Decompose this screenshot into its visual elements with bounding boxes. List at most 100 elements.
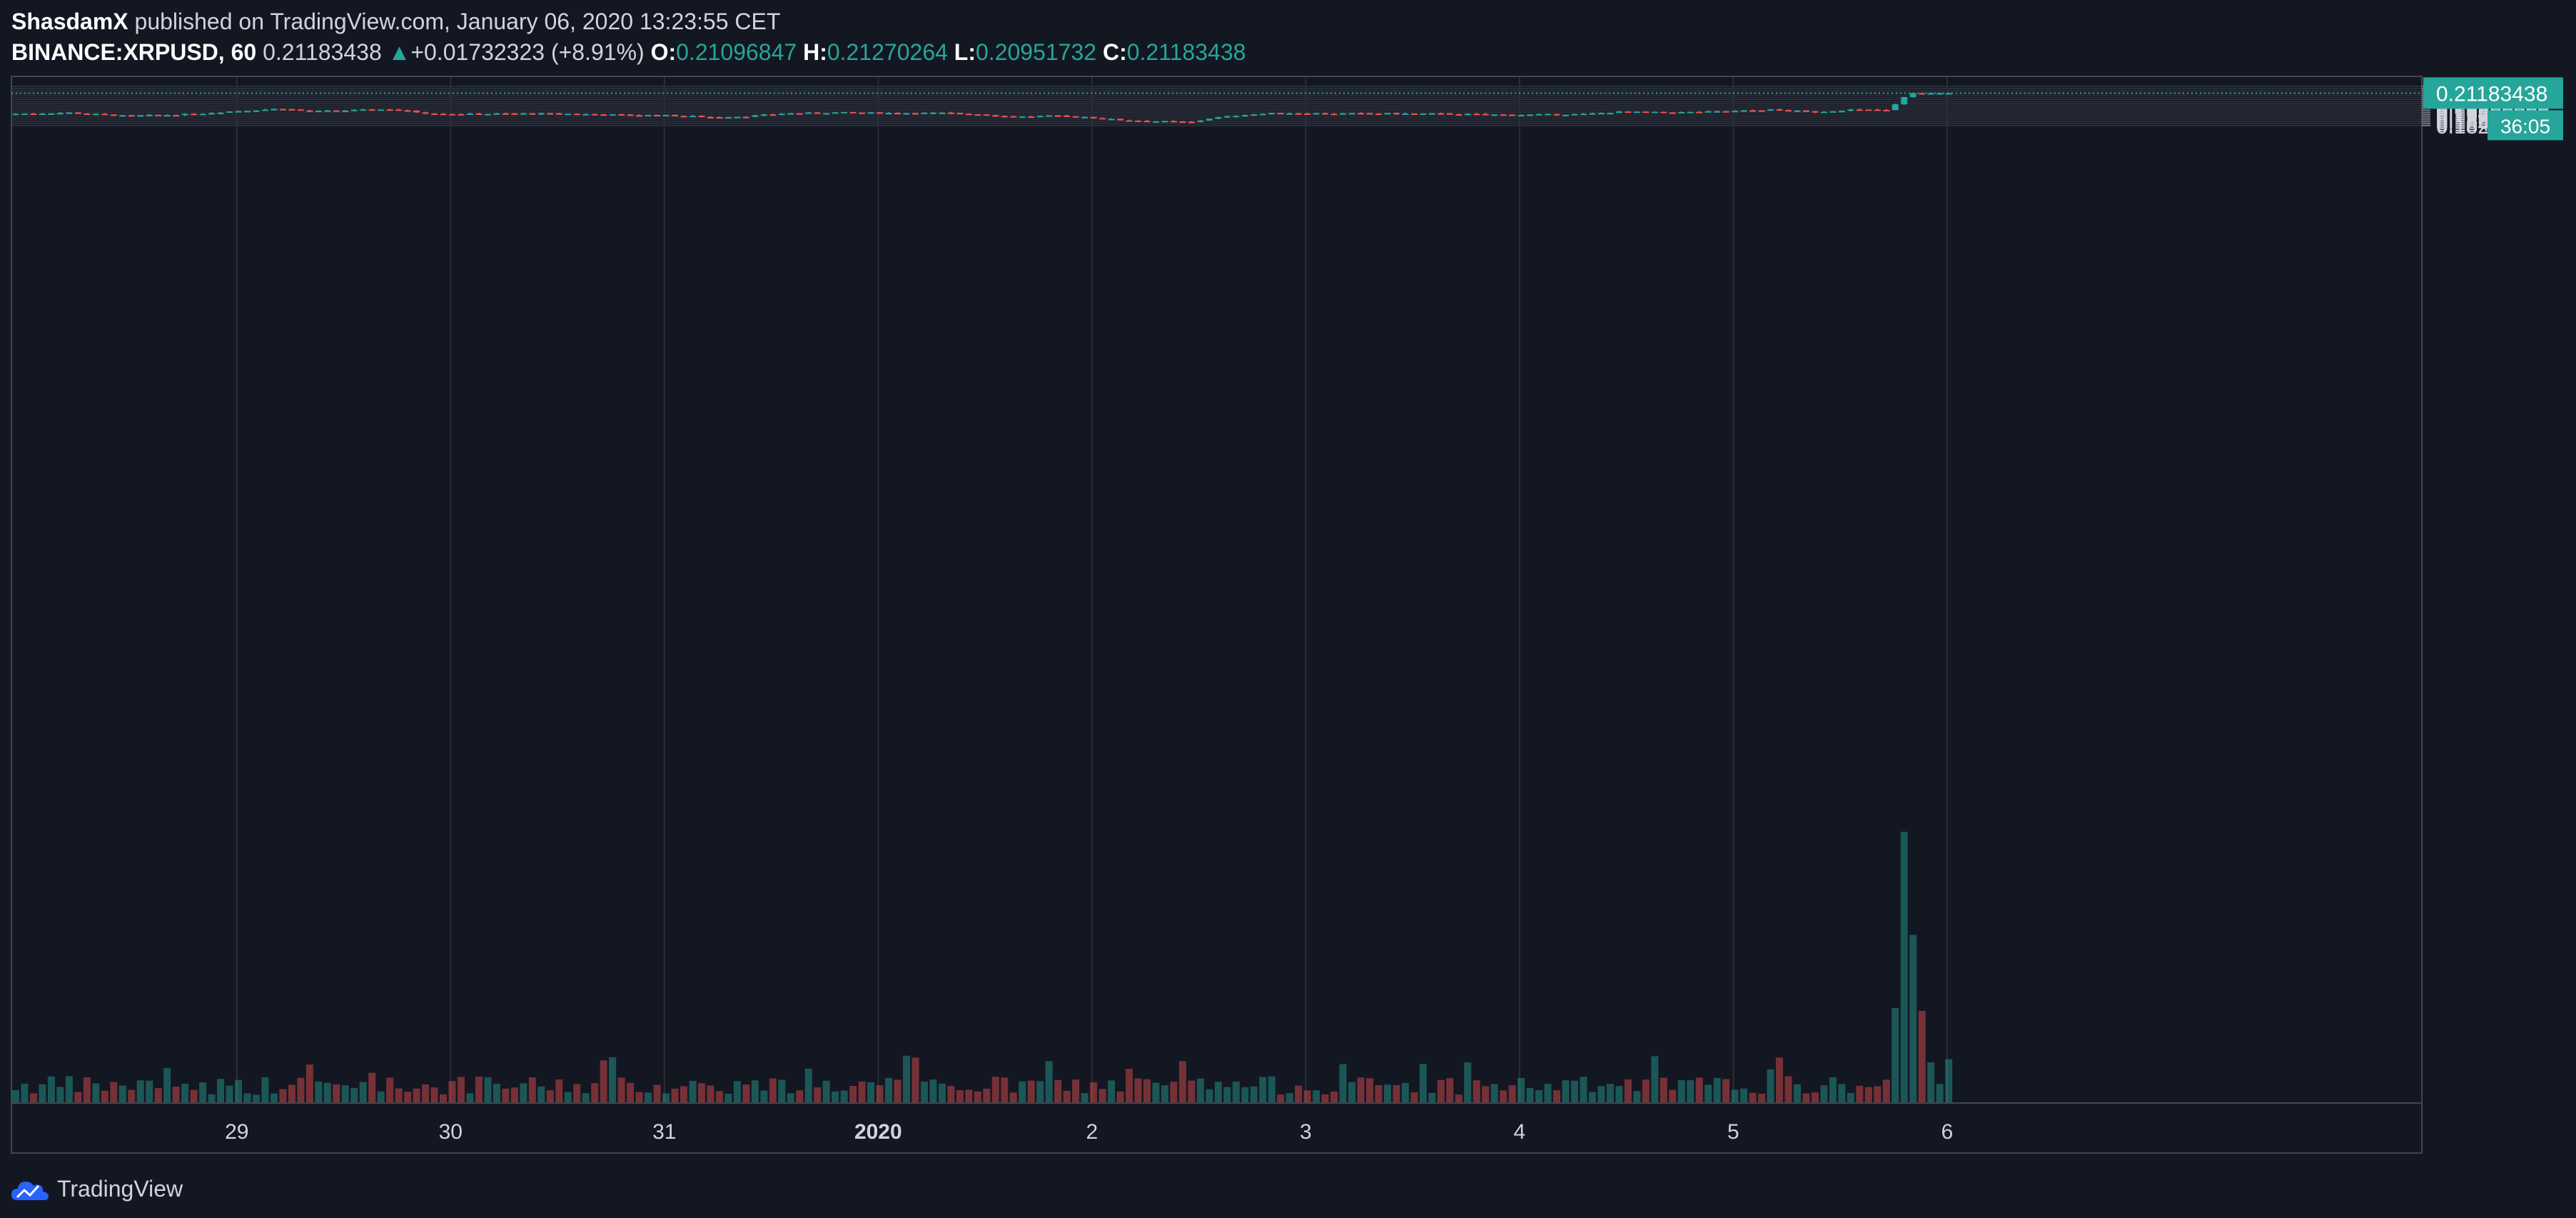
candle-body[interactable] [21, 114, 28, 116]
candle-body[interactable] [716, 117, 723, 119]
candle-body[interactable] [1108, 119, 1115, 121]
candle-body[interactable] [636, 115, 643, 117]
candle-body[interactable] [1134, 120, 1141, 122]
candle-body[interactable] [1633, 111, 1640, 114]
candle-body[interactable] [386, 109, 393, 111]
candle-body[interactable] [1919, 93, 1926, 95]
candle-body[interactable] [1366, 113, 1373, 115]
candle-body[interactable] [983, 114, 990, 116]
candle-body[interactable] [1500, 114, 1507, 116]
candle-body[interactable] [271, 109, 278, 111]
x-tick-label[interactable]: 2 [1086, 1120, 1098, 1144]
candle-body[interactable] [1170, 121, 1177, 123]
candle-body[interactable] [698, 116, 705, 118]
x-tick-label[interactable]: 5 [1727, 1120, 1739, 1144]
candle-body[interactable] [173, 115, 180, 117]
candle-body[interactable] [368, 109, 375, 111]
candle-body[interactable] [921, 112, 928, 114]
candle-body[interactable] [1535, 114, 1542, 116]
candle-body[interactable] [1642, 111, 1650, 114]
candle-body[interactable] [609, 114, 616, 116]
candle-body[interactable] [1446, 113, 1453, 115]
candle-body[interactable] [449, 114, 456, 116]
candle-body[interactable] [128, 115, 135, 117]
candle-body[interactable] [208, 113, 216, 115]
candle-body[interactable] [1740, 110, 1747, 112]
candle-body[interactable] [306, 110, 313, 112]
candle-body[interactable] [1901, 96, 1908, 105]
candle-body[interactable] [1340, 113, 1347, 115]
candle-body[interactable] [823, 113, 830, 115]
candle-body[interactable] [1812, 111, 1819, 113]
candle-body[interactable] [1473, 114, 1480, 116]
candle-body[interactable] [1286, 113, 1293, 115]
candle-body[interactable] [627, 114, 634, 116]
candle-body[interactable] [1233, 116, 1240, 118]
candle-body[interactable] [885, 113, 892, 115]
candle-body[interactable] [1010, 116, 1017, 118]
candle-body[interactable] [1322, 113, 1329, 115]
candle-body[interactable] [1143, 121, 1151, 123]
candle-body[interactable] [1251, 114, 1258, 116]
candle-body[interactable] [1019, 116, 1026, 119]
candle-body[interactable] [484, 114, 491, 116]
candle-body[interactable] [742, 116, 749, 119]
candle-body[interactable] [1945, 93, 1952, 95]
candle-body[interactable] [1678, 111, 1685, 114]
candle-body[interactable] [929, 112, 936, 114]
candle-body[interactable] [324, 110, 331, 112]
candle-body[interactable] [1562, 114, 1570, 116]
candle-body[interactable] [66, 112, 73, 114]
candle-body[interactable] [1046, 115, 1053, 117]
candle-body[interactable] [1553, 114, 1560, 116]
candle-body[interactable] [814, 112, 821, 114]
candle-body[interactable] [707, 116, 714, 119]
candle-body[interactable] [1509, 114, 1516, 116]
candle-body[interactable] [475, 113, 483, 115]
x-tick-label[interactable]: 4 [1514, 1120, 1526, 1144]
candle-body[interactable] [1615, 111, 1622, 114]
candle-body[interactable] [805, 112, 812, 114]
candle-body[interactable] [1117, 119, 1124, 121]
candle-body[interactable] [1696, 111, 1703, 114]
candle-body[interactable] [235, 111, 242, 113]
candle-body[interactable] [778, 114, 785, 116]
time-axis[interactable]: 29 30 31 2020 2 3 4 5 6 [225, 1120, 1953, 1144]
candle-body[interactable] [947, 112, 954, 114]
candle-body[interactable] [1348, 113, 1355, 115]
candle-body[interactable] [404, 110, 411, 112]
candle-body[interactable] [1090, 116, 1097, 119]
candle-body[interactable] [39, 114, 46, 116]
candle-body[interactable] [582, 114, 590, 116]
candle-body[interactable] [1438, 113, 1445, 115]
author-name[interactable]: ShasdamX [11, 9, 128, 34]
candle-body[interactable] [466, 113, 473, 115]
candle-body[interactable] [350, 109, 358, 111]
candle-body[interactable] [92, 114, 99, 116]
candle-body[interactable] [1722, 111, 1729, 113]
candle-body[interactable] [1597, 113, 1605, 115]
candle-body[interactable] [1313, 113, 1320, 115]
candle-body[interactable] [199, 114, 206, 116]
candle-body[interactable] [1891, 104, 1899, 111]
candle-body[interactable] [1669, 112, 1676, 114]
candle-body[interactable] [894, 113, 901, 115]
candle-body[interactable] [1651, 111, 1658, 114]
candle-body[interactable] [1268, 113, 1276, 115]
candle-body[interactable] [1081, 116, 1089, 119]
candle-body[interactable] [191, 114, 198, 116]
candle-body[interactable] [1883, 109, 1890, 111]
candle-body[interactable] [600, 114, 607, 116]
candle-body[interactable] [796, 113, 803, 115]
candle-body[interactable] [1820, 111, 1827, 114]
x-tick-label[interactable]: 6 [1941, 1120, 1954, 1144]
candle-body[interactable] [1749, 110, 1757, 112]
candle-body[interactable] [1589, 113, 1596, 115]
candle-body[interactable] [1064, 115, 1071, 117]
candle-body[interactable] [217, 112, 224, 114]
candle-body[interactable] [1152, 121, 1159, 123]
candle-body[interactable] [288, 109, 296, 111]
candle-body[interactable] [573, 114, 580, 116]
candle-body[interactable] [30, 114, 37, 116]
